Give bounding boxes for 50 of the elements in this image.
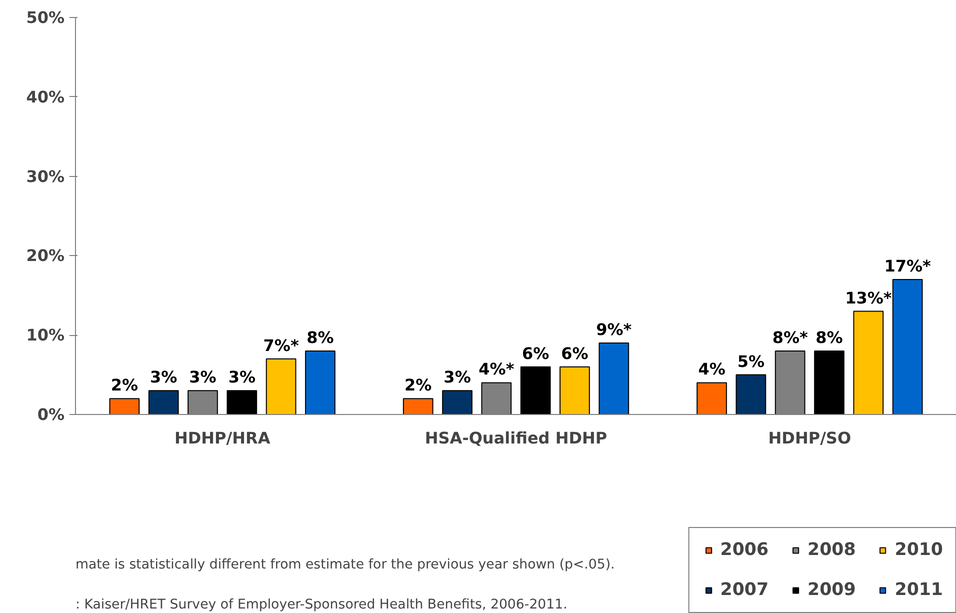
data-label: 9%* (596, 320, 632, 340)
bar (696, 382, 727, 414)
data-label: 13%* (845, 288, 892, 308)
bar (266, 358, 296, 414)
bar (305, 350, 336, 414)
legend-label: 2011 (894, 580, 943, 600)
data-label: 8% (306, 328, 334, 347)
data-label: 6% (522, 344, 550, 363)
data-label: 2% (110, 376, 138, 395)
y-tick-label: 20% (26, 246, 64, 266)
y-tick-label: 30% (26, 166, 64, 186)
data-label: 3% (228, 368, 256, 387)
legend-label: 2006 (720, 540, 769, 560)
y-tick-label: 0% (37, 405, 65, 424)
y-tick-label: 10% (26, 326, 64, 345)
bar (853, 310, 884, 414)
data-label: 8% (816, 328, 843, 347)
data-label: 7%* (263, 336, 300, 355)
legend-label: 2007 (720, 580, 769, 600)
legend-label: 2008 (808, 540, 856, 560)
bar (402, 398, 434, 414)
text: mate is statistically different from estimate for the previous year shown (p<.05). (76, 558, 615, 572)
data-label: 3% (189, 368, 216, 387)
bar (598, 342, 630, 414)
text: : Kaiser/HRET Survey of Employer-Sponsored Health Benefits, 2006-2011. (76, 598, 568, 612)
bar (736, 374, 766, 414)
bar (814, 350, 844, 414)
bar (520, 366, 551, 414)
data-label: 8%* (772, 328, 808, 347)
bar (892, 279, 923, 414)
bar (226, 390, 258, 414)
data-label: 5% (737, 352, 765, 371)
data-label: 6% (561, 344, 588, 363)
data-label: 4% (698, 360, 726, 379)
legend-label: 2010 (894, 540, 943, 560)
bar (148, 390, 179, 414)
y-tick-label: 50% (26, 8, 64, 27)
bar (442, 390, 472, 414)
x-tick-label: HDHP/HRA (174, 428, 271, 448)
data-label: 2% (404, 376, 432, 395)
bar (109, 398, 140, 414)
x-tick-label: HSA-Qualified HDHP (424, 428, 608, 448)
bar (560, 366, 590, 414)
data-label: 3% (150, 368, 178, 387)
data-label: 3% (444, 368, 471, 387)
y-tick-label: 40% (26, 87, 64, 106)
data-label: 4%* (478, 360, 515, 379)
x-tick-label: HDHP/SO (768, 428, 852, 448)
legend-label: 2009 (808, 580, 856, 600)
data-label: 17%* (884, 256, 932, 276)
